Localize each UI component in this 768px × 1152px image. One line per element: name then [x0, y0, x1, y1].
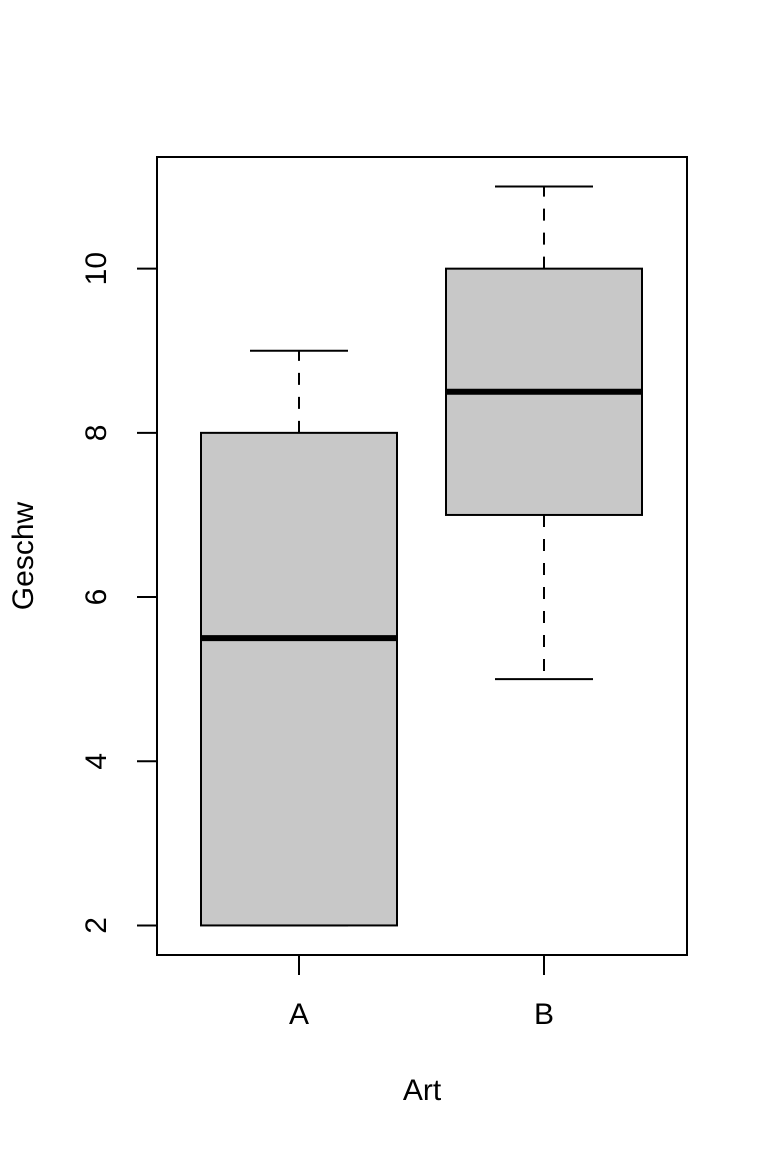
x-tick-label: B — [534, 998, 554, 1031]
x-tick-label: A — [289, 998, 309, 1031]
box — [200, 431, 398, 927]
y-tick-label: 2 — [80, 917, 113, 934]
x-axis-label: Art — [403, 1074, 442, 1107]
y-tick-label: 4 — [80, 753, 113, 770]
y-tick-label: 10 — [80, 252, 113, 285]
y-tick-label: 6 — [80, 589, 113, 606]
y-tick-label: 8 — [80, 425, 113, 442]
y-axis-label: Geschw — [7, 501, 40, 610]
